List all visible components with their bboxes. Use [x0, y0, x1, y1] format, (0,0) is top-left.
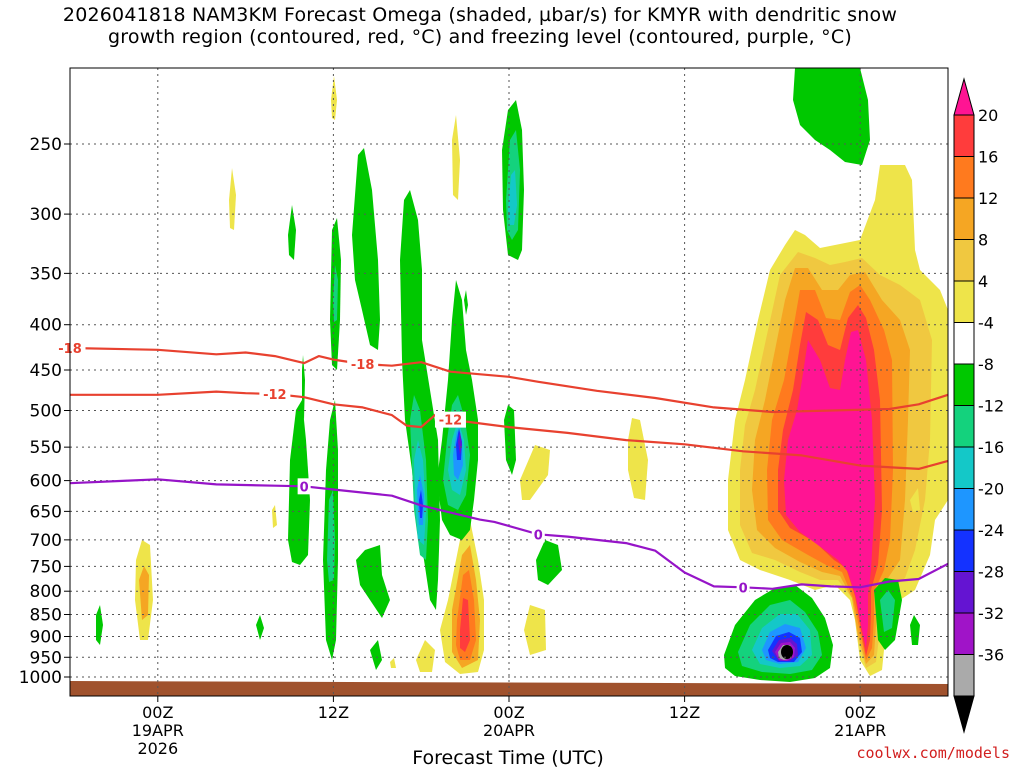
- y-tick-label: 500: [30, 402, 62, 422]
- colorbar-label: -20: [978, 480, 1004, 499]
- omega-shading: [70, 68, 948, 696]
- x-tick-label: 20APR: [483, 721, 535, 740]
- y-tick-label: 550: [30, 438, 62, 458]
- x-tick-label: 21APR: [834, 721, 886, 740]
- x-tick-label: 00Z: [493, 703, 524, 722]
- colorbar-swatch: [953, 571, 975, 614]
- title-line-1: 2026041818 NAM3KM Forecast Omega (shaded…: [62, 4, 898, 26]
- colorbar-label: 8: [978, 231, 988, 250]
- x-tick-label: 00Z: [142, 703, 173, 722]
- colorbar: 20 16 12 8 4 -4 -8 -12 -16 -20 -24 -28 -32 -36: [953, 77, 1004, 734]
- y-tick-label: 650: [30, 502, 62, 522]
- x-tick-label: 00Z: [845, 703, 876, 722]
- contour-minus18-label: -18: [351, 358, 375, 373]
- colorbar-label: -24: [978, 521, 1004, 540]
- grid-lines: [70, 68, 948, 696]
- colorbar-swatch: [953, 239, 975, 282]
- colorbar-swatch: [953, 405, 975, 448]
- contour-minus12-label-bg: [434, 411, 466, 428]
- freezing-level-contour-label-bg: [297, 478, 311, 495]
- colorbar-label: -36: [978, 646, 1004, 665]
- freezing-level-contour-label: 0: [534, 528, 543, 543]
- colorbar-swatch: [953, 529, 975, 572]
- freezing-level-contour-label-bg: [531, 526, 545, 543]
- x-tick-label: 19APR: [132, 721, 184, 740]
- colorbar-label: 12: [978, 189, 998, 208]
- y-tick-label: 1000: [19, 668, 62, 688]
- x-tick-label: 2026: [137, 739, 178, 758]
- colorbar-swatch: [953, 114, 975, 157]
- title-line-2: growth region (contoured, red, °C) and f…: [108, 26, 852, 48]
- y-tick-label: 950: [30, 648, 62, 668]
- colorbar-bottom-arrow: [953, 695, 975, 734]
- contour-minus12-label: -12: [263, 388, 287, 403]
- omega-negative-region-21apr: [724, 585, 833, 682]
- freezing-level-contour-label-bg: [736, 579, 750, 596]
- colorbar-swatch: [953, 654, 975, 697]
- omega-negative-bands: [96, 100, 920, 670]
- chart-title: 2026041818 NAM3KM Forecast Omega (shaded…: [0, 4, 960, 48]
- omega-positive-region-right: [728, 165, 948, 676]
- contour-minus12-label: -12: [439, 414, 463, 429]
- colorbar-swatch: [953, 488, 975, 531]
- colorbar-top-arrow: [953, 77, 975, 116]
- colorbar-swatch: [953, 197, 975, 240]
- colorbar-swatch: [953, 156, 975, 199]
- y-tick-label: 400: [30, 316, 62, 336]
- freezing-level-contour-label: 0: [300, 480, 309, 495]
- y-tick-label: 700: [30, 531, 62, 551]
- x-tick-label: 12Z: [669, 703, 700, 722]
- freezing-level-contour: [69, 478, 949, 590]
- colorbar-label: -32: [978, 604, 1004, 623]
- x-axis-label: Forecast Time (UTC): [412, 747, 603, 768]
- omega-negative-upper-right: [793, 68, 870, 165]
- colorbar-label: 16: [978, 148, 998, 167]
- y-tick-label: 300: [30, 205, 62, 225]
- omega-positive-small-areas: [135, 76, 920, 672]
- omega-positive-region-20apr: [440, 520, 484, 674]
- y-tick-label: 750: [30, 557, 62, 577]
- y-tick-label: 350: [30, 264, 62, 284]
- contour-minus18-label-bg: [347, 355, 379, 372]
- colorbar-swatch: [953, 612, 975, 655]
- colorbar-label: -28: [978, 563, 1004, 582]
- colorbar-swatch: [953, 446, 975, 489]
- y-axis: 2503003504004505005506006507007508008509…: [19, 135, 70, 688]
- colorbar-label: -12: [978, 397, 1004, 416]
- y-tick-label: 450: [30, 361, 62, 381]
- surface-terrain-band: [70, 681, 948, 696]
- colorbar-label: 4: [978, 272, 988, 291]
- x-tick-label: 12Z: [318, 703, 349, 722]
- y-tick-label: 850: [30, 606, 62, 626]
- colorbar-swatch: [953, 280, 975, 323]
- y-tick-label: 600: [30, 472, 62, 492]
- contour-minus18: [69, 346, 949, 414]
- y-tick-label: 800: [30, 582, 62, 602]
- y-tick-label: 900: [30, 627, 62, 647]
- contour-minus12-label-bg: [259, 386, 291, 403]
- credit-text: coolwx.com/models: [856, 744, 1010, 762]
- freezing-level-contour-label: 0: [739, 581, 748, 596]
- colorbar-swatch: [953, 363, 975, 406]
- y-tick-label: 250: [30, 135, 62, 155]
- colorbar-label: -8: [978, 355, 994, 374]
- colorbar-label: -16: [978, 438, 1004, 457]
- colorbar-label: -4: [978, 314, 994, 333]
- colorbar-label: 20: [978, 106, 998, 125]
- colorbar-swatch: [953, 322, 975, 365]
